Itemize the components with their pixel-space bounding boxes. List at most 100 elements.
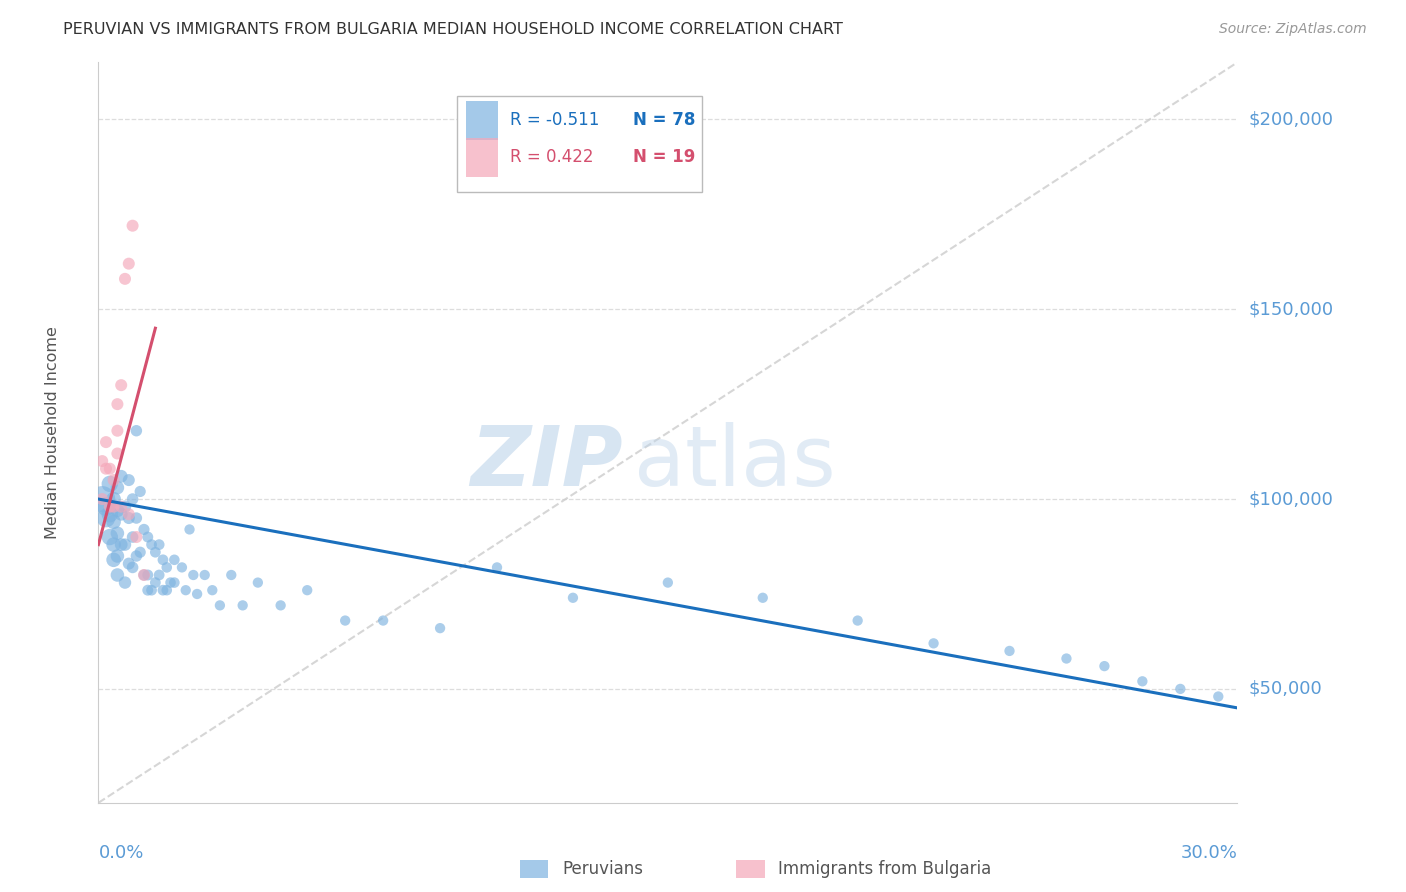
- Point: [486, 560, 509, 574]
- Point: [170, 560, 193, 574]
- Point: [94, 511, 117, 525]
- Point: [246, 575, 269, 590]
- Point: [107, 526, 129, 541]
- Point: [141, 538, 163, 552]
- Text: $100,000: $100,000: [1249, 490, 1333, 508]
- Point: [201, 583, 224, 598]
- Point: [297, 583, 319, 598]
- Point: [208, 599, 231, 613]
- Point: [110, 508, 132, 522]
- Point: [136, 568, 159, 582]
- Text: R = -0.511: R = -0.511: [509, 112, 599, 129]
- Point: [998, 644, 1021, 658]
- Point: [136, 583, 159, 598]
- Point: [136, 530, 159, 544]
- Point: [125, 549, 148, 563]
- Point: [94, 500, 117, 514]
- Point: [186, 587, 208, 601]
- Text: N = 78: N = 78: [633, 112, 695, 129]
- Point: [103, 473, 125, 487]
- Point: [107, 568, 129, 582]
- Point: [163, 553, 186, 567]
- Text: R = 0.422: R = 0.422: [509, 148, 593, 166]
- Point: [107, 446, 129, 460]
- Point: [91, 454, 114, 468]
- Point: [129, 484, 152, 499]
- Point: [1132, 674, 1154, 689]
- Point: [132, 568, 155, 582]
- Point: [118, 557, 141, 571]
- Point: [107, 481, 129, 495]
- Text: Median Household Income: Median Household Income: [45, 326, 60, 539]
- Point: [118, 473, 141, 487]
- Point: [98, 530, 121, 544]
- Point: [107, 424, 129, 438]
- Point: [94, 435, 117, 450]
- Point: [91, 491, 114, 506]
- Bar: [520, 860, 548, 879]
- Point: [98, 461, 121, 475]
- Point: [91, 491, 114, 506]
- Point: [118, 508, 141, 522]
- Point: [270, 599, 292, 613]
- Point: [752, 591, 775, 605]
- Point: [118, 257, 141, 271]
- Point: [179, 523, 201, 537]
- Text: $50,000: $50,000: [1249, 680, 1322, 698]
- Point: [121, 530, 143, 544]
- Point: [232, 599, 254, 613]
- Text: Immigrants from Bulgaria: Immigrants from Bulgaria: [779, 860, 991, 878]
- Point: [1208, 690, 1230, 704]
- Text: ZIP: ZIP: [470, 422, 623, 503]
- Point: [103, 538, 125, 552]
- Point: [107, 549, 129, 563]
- Point: [657, 575, 679, 590]
- Point: [145, 545, 167, 559]
- Point: [114, 500, 136, 514]
- Point: [103, 515, 125, 529]
- Point: [98, 500, 121, 514]
- Point: [118, 511, 141, 525]
- Point: [132, 568, 155, 582]
- Point: [163, 575, 186, 590]
- Point: [145, 575, 167, 590]
- Point: [1094, 659, 1116, 673]
- Point: [110, 538, 132, 552]
- Bar: [467, 101, 498, 140]
- Text: atlas: atlas: [634, 422, 835, 503]
- Text: $150,000: $150,000: [1249, 301, 1333, 318]
- Text: $200,000: $200,000: [1249, 111, 1333, 128]
- Point: [121, 560, 143, 574]
- Point: [114, 575, 136, 590]
- Point: [107, 503, 129, 517]
- Point: [132, 523, 155, 537]
- Point: [159, 575, 181, 590]
- Point: [121, 219, 143, 233]
- Point: [125, 424, 148, 438]
- Point: [562, 591, 585, 605]
- Point: [103, 491, 125, 506]
- Point: [194, 568, 217, 582]
- Point: [114, 272, 136, 286]
- Point: [156, 583, 179, 598]
- Text: 30.0%: 30.0%: [1181, 844, 1237, 862]
- Point: [110, 500, 132, 514]
- Point: [141, 583, 163, 598]
- Text: Source: ZipAtlas.com: Source: ZipAtlas.com: [1219, 22, 1367, 37]
- Text: N = 19: N = 19: [633, 148, 695, 166]
- Point: [103, 553, 125, 567]
- Point: [114, 538, 136, 552]
- Point: [846, 614, 869, 628]
- Point: [121, 491, 143, 506]
- Point: [335, 614, 357, 628]
- Point: [148, 568, 170, 582]
- Point: [371, 614, 394, 628]
- Point: [94, 461, 117, 475]
- FancyBboxPatch shape: [457, 95, 702, 192]
- Text: Peruvians: Peruvians: [562, 860, 643, 878]
- Point: [110, 378, 132, 392]
- Point: [110, 469, 132, 483]
- Point: [152, 583, 174, 598]
- Point: [221, 568, 243, 582]
- Point: [1056, 651, 1078, 665]
